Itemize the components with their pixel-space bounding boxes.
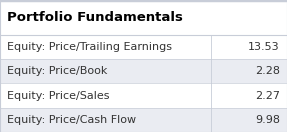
Text: Equity: Price/Trailing Earnings: Equity: Price/Trailing Earnings xyxy=(7,42,172,52)
Bar xyxy=(0,108,287,132)
Text: Equity: Price/Cash Flow: Equity: Price/Cash Flow xyxy=(7,115,136,125)
Text: 2.27: 2.27 xyxy=(255,91,280,101)
Bar xyxy=(0,59,287,83)
Text: Equity: Price/Sales: Equity: Price/Sales xyxy=(7,91,110,101)
Bar xyxy=(0,35,287,59)
Text: 13.53: 13.53 xyxy=(248,42,280,52)
Text: Portfolio Fundamentals: Portfolio Fundamentals xyxy=(7,11,183,24)
Text: 9.98: 9.98 xyxy=(255,115,280,125)
Bar xyxy=(0,0,287,35)
Text: 2.28: 2.28 xyxy=(255,66,280,76)
Bar xyxy=(0,84,287,108)
Text: Equity: Price/Book: Equity: Price/Book xyxy=(7,66,108,76)
